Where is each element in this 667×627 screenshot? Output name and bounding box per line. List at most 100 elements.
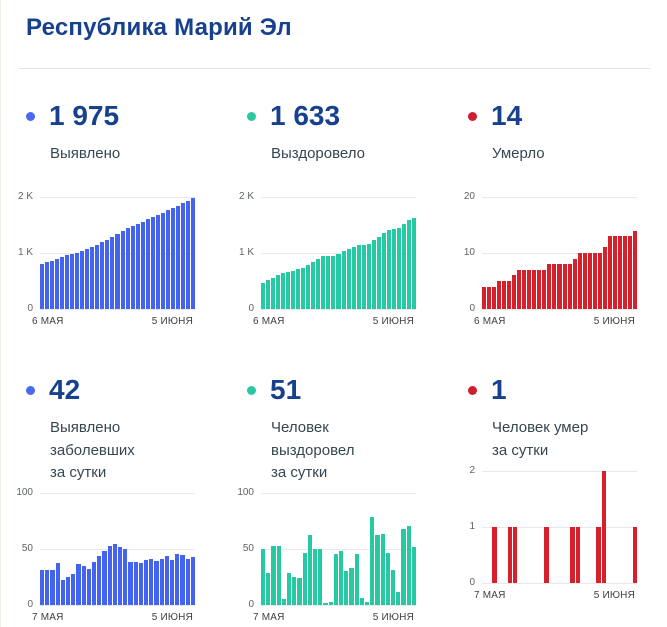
card-recovered-total: 1 633 Выздоровело 2 K 1 K 0 6 МАЯ 5 ИЮНЯ bbox=[237, 99, 416, 327]
bar bbox=[40, 569, 45, 605]
gridline bbox=[40, 604, 195, 606]
bar bbox=[281, 598, 287, 605]
stat-label: Выявлено заболевших за сутки bbox=[50, 417, 195, 485]
plot-area bbox=[482, 471, 638, 584]
x-axis: 6 МАЯ 5 ИЮНЯ bbox=[474, 316, 635, 327]
x-axis-label-end: 5 ИЮНЯ bbox=[151, 611, 193, 623]
y-axis: 100 50 0 bbox=[237, 486, 261, 609]
y-axis: 100 50 0 bbox=[16, 486, 40, 609]
bar bbox=[271, 278, 276, 309]
bar bbox=[81, 566, 86, 605]
gridline bbox=[40, 309, 195, 310]
stat-value: 42 bbox=[49, 374, 81, 405]
x-axis: 6 МАЯ 5 ИЮНЯ bbox=[32, 316, 193, 327]
bar bbox=[508, 527, 513, 583]
y-axis: 2 1 0 bbox=[458, 465, 482, 588]
bar bbox=[55, 258, 60, 309]
bar bbox=[617, 236, 622, 309]
bar bbox=[311, 261, 316, 309]
bar bbox=[349, 567, 354, 605]
bar bbox=[336, 253, 341, 309]
bar bbox=[597, 253, 602, 309]
chart-deaths-cumulative: 20 10 0 6 МАЯ 5 ИЮНЯ bbox=[458, 191, 637, 327]
bar bbox=[271, 546, 276, 605]
stat-head: 14 bbox=[458, 99, 637, 133]
bar bbox=[140, 221, 145, 309]
bar bbox=[482, 286, 487, 309]
gridline bbox=[482, 309, 637, 310]
plot-area bbox=[261, 197, 416, 310]
bar bbox=[70, 254, 75, 309]
y-tick-label: 2 K bbox=[238, 190, 254, 202]
bar bbox=[170, 208, 175, 309]
y-tick-label: 0 bbox=[27, 598, 33, 610]
bar bbox=[292, 576, 297, 605]
bar bbox=[291, 270, 296, 309]
bars bbox=[261, 197, 416, 309]
stat-label: Выявлено bbox=[50, 143, 195, 189]
bar bbox=[86, 568, 92, 605]
bar bbox=[601, 471, 606, 583]
bar bbox=[607, 236, 612, 309]
stat-value: 14 bbox=[491, 100, 523, 131]
card-deaths-total: 14 Умерло 20 10 0 6 МАЯ 5 ИЮНЯ bbox=[458, 99, 637, 327]
bar bbox=[50, 569, 55, 605]
bar bbox=[323, 603, 328, 605]
stat-label-line: Выздоровело bbox=[271, 145, 366, 162]
bar bbox=[100, 242, 105, 309]
bar bbox=[507, 281, 512, 309]
bar bbox=[513, 527, 518, 583]
bar bbox=[537, 269, 542, 309]
bar bbox=[401, 224, 406, 309]
bar bbox=[572, 258, 577, 309]
bar bbox=[123, 548, 128, 605]
bar bbox=[522, 269, 527, 309]
y-tick-label: 2 K bbox=[17, 190, 33, 202]
y-tick-label: 10 bbox=[463, 246, 475, 258]
bar bbox=[190, 198, 195, 309]
bar bbox=[356, 244, 361, 309]
stat-head: 1 bbox=[458, 373, 637, 407]
bar bbox=[45, 569, 50, 605]
bar bbox=[316, 259, 321, 309]
bar bbox=[328, 602, 333, 605]
bar bbox=[281, 272, 286, 309]
bar bbox=[396, 592, 401, 605]
bar bbox=[587, 253, 592, 309]
y-tick-label: 20 bbox=[463, 190, 475, 202]
bar bbox=[175, 554, 180, 605]
legend-dot-icon bbox=[26, 111, 35, 121]
stat-label: Выздоровело bbox=[271, 143, 416, 189]
bar bbox=[552, 264, 557, 309]
bar bbox=[492, 527, 497, 583]
bar bbox=[75, 252, 80, 309]
bar bbox=[339, 550, 344, 605]
stat-label: Человек умер за сутки bbox=[492, 417, 637, 463]
bar bbox=[361, 244, 366, 309]
y-tick-label: 50 bbox=[242, 542, 254, 554]
y-tick-label: 1 K bbox=[238, 246, 254, 258]
stat-label-line: за сутки bbox=[271, 464, 328, 481]
stat-head: 1 633 bbox=[237, 99, 416, 133]
chart-recovered-cumulative: 2 K 1 K 0 6 МАЯ 5 ИЮНЯ bbox=[237, 191, 416, 327]
y-tick-label: 0 bbox=[469, 302, 475, 314]
bar bbox=[71, 574, 76, 605]
chart-confirmed-daily: 100 50 0 7 МАЯ 5 ИЮНЯ bbox=[16, 486, 196, 623]
bars bbox=[261, 493, 417, 605]
gridline bbox=[261, 309, 416, 310]
gridline bbox=[482, 527, 637, 528]
bar bbox=[318, 548, 323, 605]
y-axis: 20 10 0 bbox=[458, 191, 482, 314]
bar bbox=[396, 228, 401, 309]
bar bbox=[502, 281, 507, 309]
stat-value: 51 bbox=[270, 374, 302, 405]
bar bbox=[346, 249, 351, 309]
x-axis: 7 МАЯ 5 ИЮНЯ bbox=[474, 590, 635, 601]
bar bbox=[307, 535, 313, 605]
bar bbox=[359, 597, 365, 605]
bar bbox=[302, 552, 307, 605]
chart-deaths-daily: 2 1 0 7 МАЯ 5 ИЮНЯ bbox=[458, 465, 638, 601]
bar bbox=[544, 527, 549, 583]
bar bbox=[107, 546, 112, 605]
bar bbox=[575, 527, 580, 583]
